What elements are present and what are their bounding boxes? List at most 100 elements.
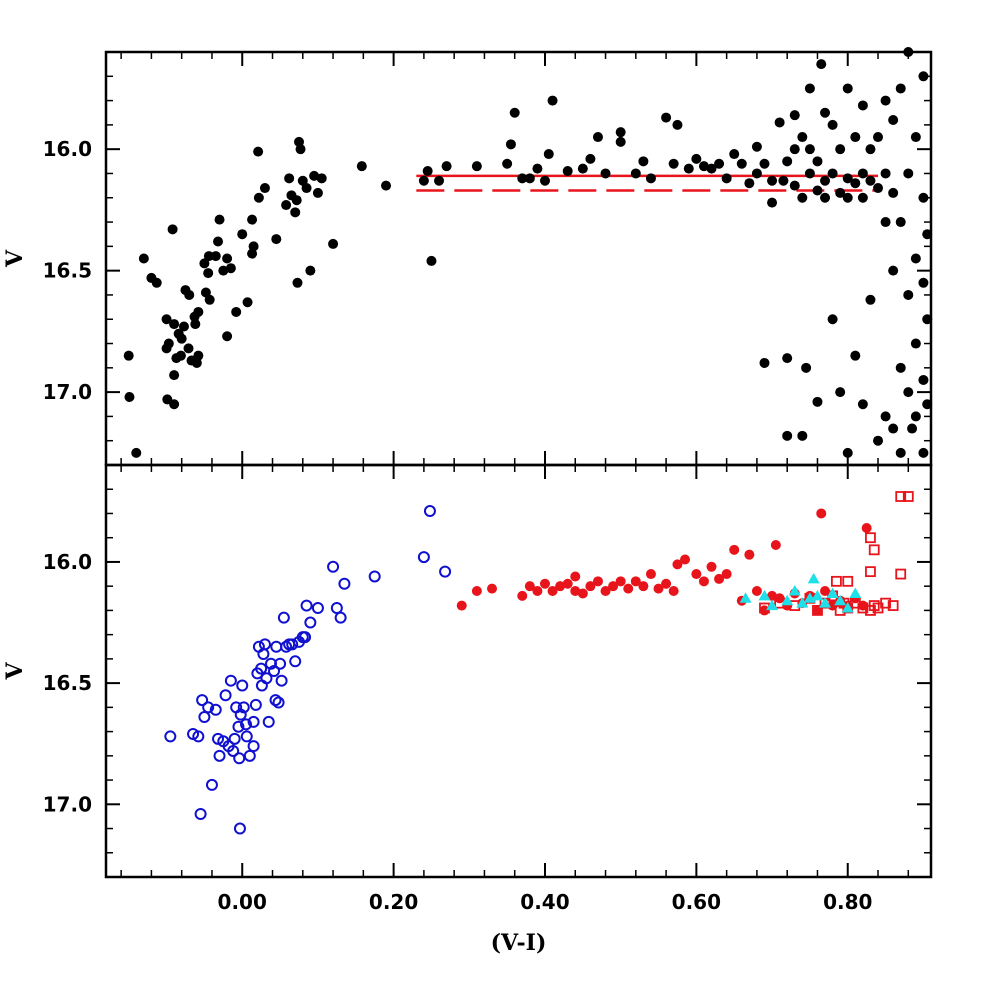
data-point xyxy=(922,229,933,240)
data-point xyxy=(758,589,771,601)
data-point xyxy=(788,585,801,596)
data-point xyxy=(237,701,250,714)
data-point xyxy=(209,703,222,716)
data-point xyxy=(199,258,210,269)
data-point xyxy=(193,350,204,361)
data-point xyxy=(714,158,725,169)
data-point xyxy=(163,338,174,349)
data-point xyxy=(248,241,259,252)
data-point xyxy=(243,749,256,762)
data-point xyxy=(247,715,260,728)
data-point xyxy=(194,807,207,820)
x-tick-label: 0.80 xyxy=(823,890,872,914)
data-point xyxy=(736,158,747,169)
data-point xyxy=(672,119,683,130)
data-point xyxy=(222,331,233,342)
data-point xyxy=(225,263,236,274)
data-point xyxy=(277,611,290,624)
data-point xyxy=(850,178,861,189)
data-point xyxy=(751,168,762,179)
data-point xyxy=(857,399,868,410)
data-point xyxy=(213,749,226,762)
data-point xyxy=(918,71,929,82)
data-point xyxy=(305,265,316,276)
top-tick-labels: 16.0 16.5 17.0 xyxy=(43,137,92,404)
data-point xyxy=(272,696,285,709)
data-point xyxy=(827,314,838,325)
x-axis-label: (V-I) xyxy=(491,930,547,956)
data-point xyxy=(233,822,246,835)
data-point xyxy=(228,732,241,745)
data-point xyxy=(849,587,862,598)
data-point xyxy=(271,234,282,245)
data-point xyxy=(789,144,800,155)
data-point xyxy=(232,720,245,733)
data-point xyxy=(169,399,180,410)
data-point xyxy=(592,576,603,587)
data-point xyxy=(827,119,838,130)
data-point xyxy=(623,583,634,594)
data-point xyxy=(517,590,528,601)
data-point xyxy=(672,559,683,570)
data-point xyxy=(835,144,846,155)
y-tick-label: 17.0 xyxy=(43,792,92,816)
data-point xyxy=(281,200,292,211)
data-point xyxy=(767,197,778,208)
data-point xyxy=(268,665,281,677)
data-point xyxy=(249,698,262,711)
data-point xyxy=(714,573,725,584)
data-point xyxy=(505,139,516,150)
data-point xyxy=(286,638,299,651)
data-point xyxy=(865,566,876,578)
data-point xyxy=(240,730,253,743)
data-point xyxy=(330,601,343,614)
data-point xyxy=(645,569,656,580)
data-point xyxy=(801,362,812,373)
data-point xyxy=(812,185,823,196)
data-point xyxy=(312,187,323,198)
data-point xyxy=(304,616,317,629)
data-point xyxy=(918,277,929,288)
data-point xyxy=(888,265,899,276)
data-point xyxy=(280,640,293,653)
data-point xyxy=(782,353,793,364)
data-point xyxy=(918,374,929,385)
data-point xyxy=(850,350,861,361)
data-point xyxy=(902,491,914,502)
data-point xyxy=(615,136,626,147)
data-point xyxy=(417,551,430,564)
data-point xyxy=(842,173,853,184)
data-point xyxy=(218,265,229,276)
data-point xyxy=(517,173,528,184)
data-point xyxy=(918,192,929,203)
top-scatter-points xyxy=(123,47,933,458)
data-point xyxy=(255,662,268,675)
data-point xyxy=(782,156,793,167)
data-point xyxy=(827,168,838,179)
data-point xyxy=(873,435,884,446)
data-point xyxy=(782,430,793,441)
data-point xyxy=(811,589,824,601)
data-point xyxy=(532,163,543,174)
data-point xyxy=(608,581,619,592)
data-point xyxy=(234,708,247,721)
data-point xyxy=(812,605,823,616)
data-point xyxy=(253,146,264,157)
data-point xyxy=(661,112,672,123)
data-point xyxy=(532,586,543,597)
data-point xyxy=(418,175,429,186)
data-point xyxy=(327,560,340,573)
data-point xyxy=(290,207,301,218)
data-point xyxy=(543,149,554,160)
data-point xyxy=(539,175,550,186)
data-point xyxy=(233,752,246,765)
data-point xyxy=(797,192,808,203)
data-point xyxy=(820,192,831,203)
data-point xyxy=(562,578,573,589)
data-point xyxy=(857,602,869,614)
y-tick-label: 16.5 xyxy=(43,671,92,695)
data-point xyxy=(895,491,907,502)
data-point xyxy=(184,289,195,300)
data-point xyxy=(797,132,808,143)
data-point xyxy=(456,600,467,611)
